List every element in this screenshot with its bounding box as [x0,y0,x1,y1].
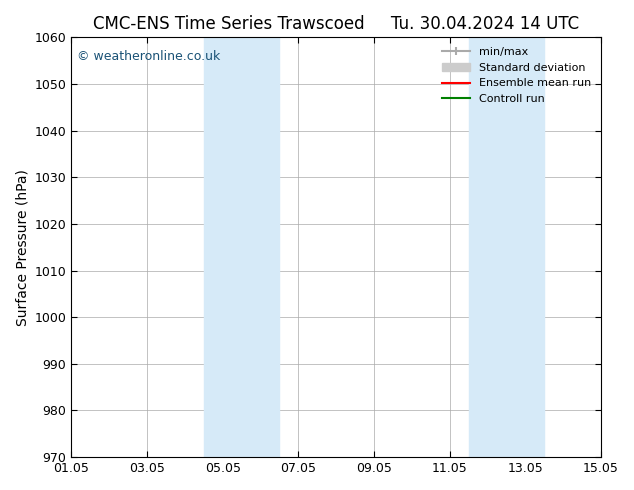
Bar [469,37,545,457]
Y-axis label: Surface Pressure (hPa): Surface Pressure (hPa) [15,169,29,326]
Title: CMC-ENS Time Series Trawscoed     Tu. 30.04.2024 14 UTC: CMC-ENS Time Series Trawscoed Tu. 30.04.… [93,15,579,33]
Legend: min/max, Standard deviation, Ensemble mean run, Controll run: min/max, Standard deviation, Ensemble me… [437,43,595,108]
Text: © weatheronline.co.uk: © weatheronline.co.uk [77,50,220,63]
Bar [204,37,280,457]
